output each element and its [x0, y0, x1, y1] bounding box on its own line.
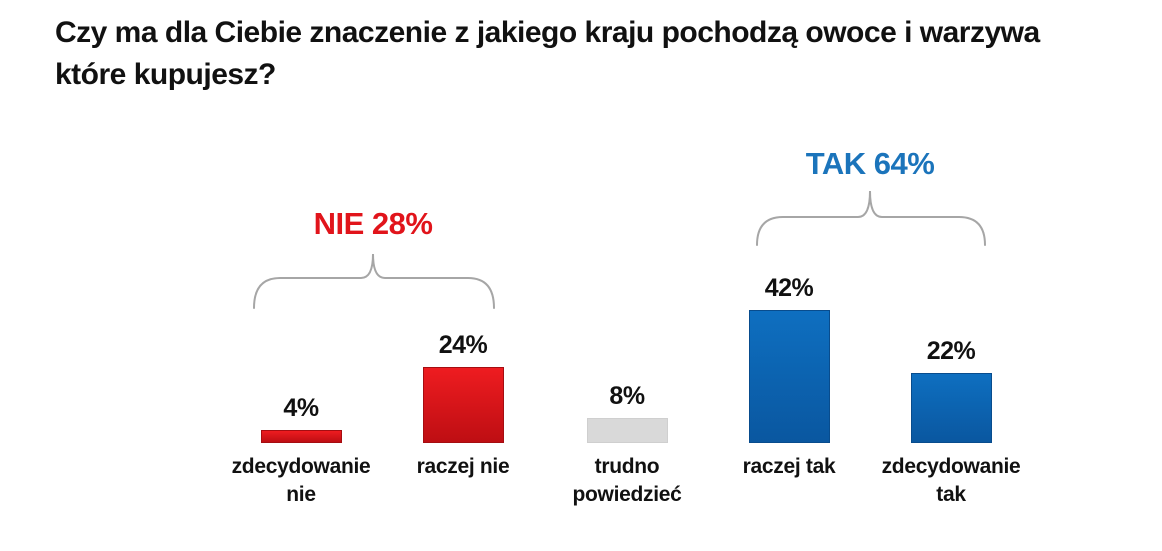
bar-category-label: trudno powiedzieć	[572, 455, 682, 506]
bar-value-label: 24%	[438, 331, 488, 359]
tak-group-label: TAK 64%	[805, 146, 935, 181]
bar	[260, 430, 342, 443]
bar	[586, 418, 668, 443]
nie-group-label: NIE 28%	[313, 206, 433, 241]
bar-column: 4%	[220, 394, 382, 443]
bar-column: 8%	[546, 382, 708, 443]
bar-category-label: zdecydowanie nie	[231, 455, 371, 506]
bar-value-label: 22%	[926, 337, 976, 365]
bar-value-label: 8%	[609, 382, 645, 410]
bar-category-label: raczej tak	[742, 455, 836, 478]
bar	[910, 373, 992, 443]
bar-category-label: zdecydowanie tak	[881, 455, 1021, 506]
tak-brace-icon	[756, 190, 986, 246]
chart-title-line-2: które kupujesz?	[55, 58, 276, 91]
chart-title-line-1: Czy ma dla Ciebie znaczenie z jakiego kr…	[55, 16, 1040, 49]
bar-value-label: 42%	[764, 274, 814, 302]
bar-column: 42%	[708, 274, 870, 443]
bar-category-label: raczej nie	[416, 455, 510, 478]
chart-title: Czy ma dla Ciebie znaczenie z jakiego kr…	[55, 12, 1130, 96]
bar-column: 24%	[382, 331, 544, 443]
bar-column: 22%	[870, 337, 1032, 443]
bar	[422, 367, 504, 443]
bar	[748, 310, 830, 443]
nie-brace-icon	[253, 253, 495, 309]
bar-value-label: 4%	[283, 394, 319, 422]
